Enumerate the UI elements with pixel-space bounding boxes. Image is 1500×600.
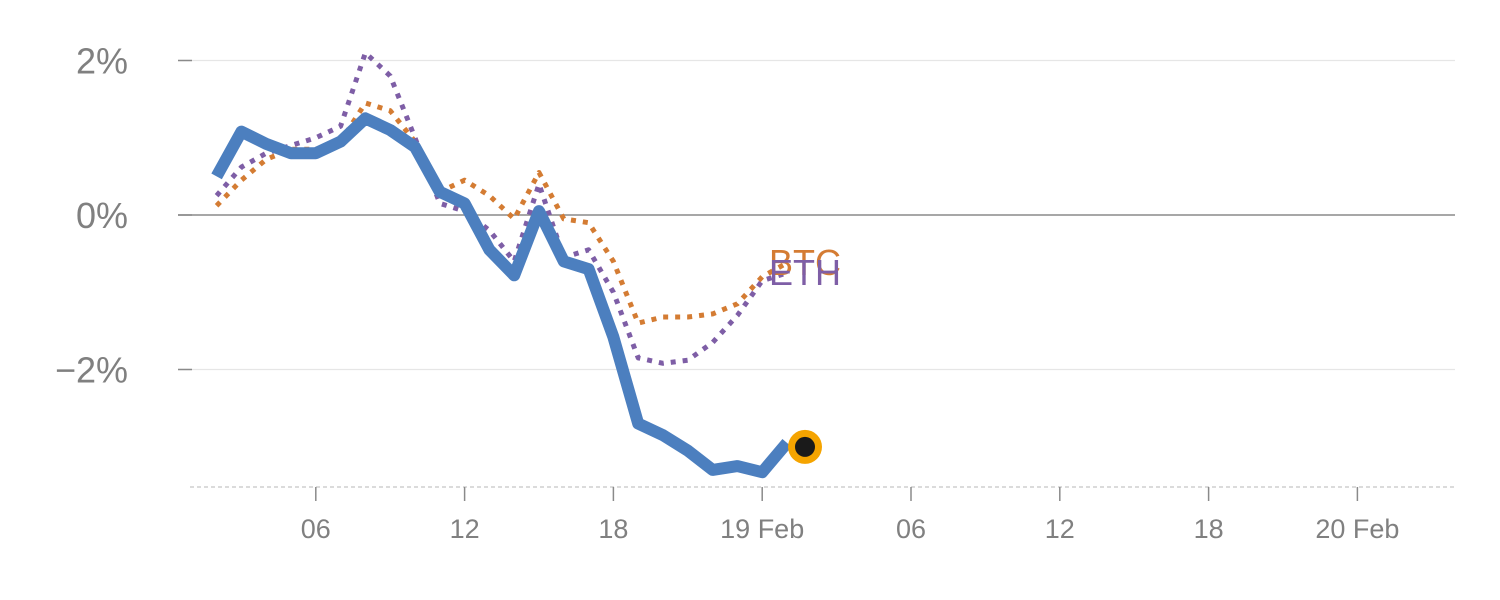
x-tick-label: 06 [896,514,926,544]
x-tick-label: 18 [598,514,628,544]
series-label-eth: ETH [769,252,841,293]
end-marker [795,436,815,457]
y-tick-label: 0% [76,195,128,236]
x-tick-label: 06 [301,514,331,544]
series-label-btc: BTC [769,242,841,283]
x-tick-label: 18 [1194,514,1224,544]
series-line-btc [214,100,789,326]
y-tick-label: −2% [55,350,128,391]
y-tick-label: 2% [76,41,128,82]
gridlines [178,59,1455,371]
x-tick-label: 20 Feb [1315,514,1399,544]
series-line-eth [214,50,788,366]
x-tick-label: 19 Feb [720,514,804,544]
end-marker-group [788,429,822,464]
axes: 2% 0% −2% 06 12 18 19 Feb 06 12 18 20 Feb [55,41,1455,544]
series-lines [211,50,792,479]
x-tick-label: 12 [1045,514,1075,544]
x-tick-label: 12 [450,514,480,544]
series-line-main [211,112,792,479]
